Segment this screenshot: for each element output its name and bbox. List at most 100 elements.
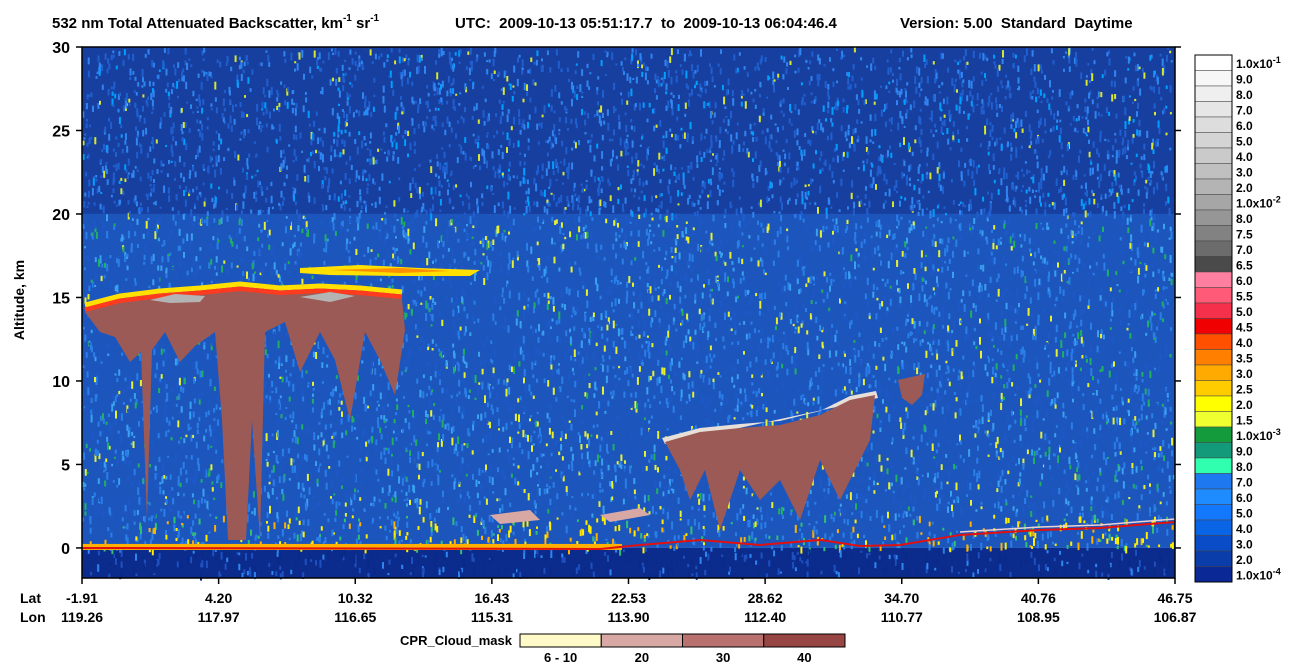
- backscatter-pixel: [765, 534, 768, 539]
- backscatter-pixel: [923, 256, 926, 264]
- backscatter-pixel: [478, 506, 481, 510]
- backscatter-pixel: [240, 60, 243, 63]
- backscatter-pixel: [338, 103, 340, 106]
- backscatter-pixel: [1074, 220, 1077, 226]
- backscatter-pixel: [398, 476, 401, 484]
- backscatter-pixel: [645, 287, 648, 290]
- backscatter-pixel: [1108, 153, 1110, 160]
- backscatter-pixel: [354, 74, 357, 81]
- backscatter-pixel: [463, 332, 466, 336]
- backscatter-pixel: [646, 282, 649, 288]
- backscatter-pixel: [96, 439, 99, 444]
- backscatter-pixel: [624, 451, 627, 454]
- backscatter-pixel: [874, 247, 877, 255]
- backscatter-pixel: [90, 414, 93, 423]
- backscatter-pixel: [1157, 365, 1160, 373]
- backscatter-pixel: [328, 351, 330, 355]
- backscatter-pixel: [637, 230, 640, 237]
- backscatter-pixel: [268, 62, 271, 67]
- backscatter-pixel: [1138, 560, 1141, 568]
- backscatter-pixel: [526, 352, 529, 357]
- backscatter-pixel: [1144, 284, 1147, 288]
- backscatter-pixel: [644, 402, 647, 410]
- backscatter-pixel: [624, 233, 627, 241]
- backscatter-pixel: [717, 281, 720, 287]
- backscatter-pixel: [467, 195, 470, 200]
- backscatter-pixel: [108, 445, 111, 450]
- backscatter-pixel: [642, 102, 645, 108]
- backscatter-pixel: [904, 88, 907, 91]
- backscatter-pixel: [434, 258, 437, 263]
- backscatter-pixel: [448, 121, 451, 128]
- backscatter-pixel: [668, 324, 670, 331]
- backscatter-pixel: [675, 213, 678, 220]
- backscatter-pixel: [127, 408, 130, 413]
- backscatter-pixel: [610, 280, 613, 283]
- backscatter-pixel: [419, 346, 422, 351]
- backscatter-pixel: [928, 541, 931, 547]
- backscatter-pixel: [715, 275, 718, 283]
- backscatter-pixel: [407, 405, 410, 408]
- backscatter-pixel: [905, 472, 908, 475]
- backscatter-pixel: [90, 279, 93, 283]
- backscatter-pixel: [380, 433, 383, 440]
- backscatter-pixel: [657, 295, 660, 301]
- backscatter-pixel: [218, 571, 221, 577]
- backscatter-pixel: [974, 433, 977, 438]
- backscatter-pixel: [818, 506, 821, 510]
- backscatter-pixel: [288, 518, 291, 524]
- backscatter-pixel: [621, 98, 624, 105]
- backscatter-pixel: [1133, 179, 1136, 183]
- backscatter-pixel: [215, 404, 218, 410]
- backscatter-pixel: [536, 241, 539, 246]
- backscatter-pixel: [633, 302, 636, 309]
- backscatter-pixel: [724, 312, 726, 321]
- backscatter-pixel: [471, 61, 474, 64]
- backscatter-pixel: [729, 566, 732, 572]
- backscatter-pixel: [958, 105, 961, 114]
- backscatter-pixel: [174, 455, 177, 462]
- backscatter-pixel: [178, 185, 181, 189]
- backscatter-pixel: [370, 502, 373, 506]
- backscatter-pixel: [927, 364, 930, 367]
- backscatter-pixel: [502, 131, 505, 135]
- backscatter-pixel: [709, 146, 712, 154]
- backscatter-pixel: [832, 218, 835, 222]
- backscatter-pixel: [618, 298, 620, 304]
- backscatter-pixel: [392, 155, 395, 161]
- backscatter-pixel: [295, 156, 298, 161]
- backscatter-pixel: [523, 310, 525, 319]
- backscatter-pixel: [391, 470, 394, 477]
- backscatter-pixel: [521, 350, 524, 354]
- backscatter-pixel: [1110, 318, 1112, 322]
- backscatter-pixel: [935, 291, 938, 297]
- backscatter-pixel: [553, 355, 556, 361]
- backscatter-pixel: [944, 223, 947, 227]
- backscatter-pixel: [203, 342, 206, 350]
- backscatter-pixel: [669, 365, 672, 372]
- backscatter-pixel: [819, 157, 822, 161]
- backscatter-pixel: [87, 387, 90, 396]
- backscatter-pixel: [559, 161, 562, 164]
- backscatter-pixel: [181, 523, 184, 528]
- backscatter-pixel: [591, 513, 594, 518]
- backscatter-pixel: [664, 216, 667, 221]
- backscatter-pixel: [200, 479, 203, 483]
- backscatter-pixel: [549, 403, 552, 411]
- backscatter-pixel: [653, 395, 656, 399]
- backscatter-pixel: [725, 399, 728, 405]
- backscatter-pixel: [94, 137, 97, 145]
- backscatter-pixel: [846, 486, 849, 492]
- backscatter-pixel: [799, 528, 801, 532]
- backscatter-pixel: [270, 271, 273, 276]
- backscatter-pixel: [987, 454, 990, 457]
- backscatter-pixel: [503, 70, 506, 78]
- backscatter-pixel: [959, 92, 962, 96]
- backscatter-pixel: [648, 375, 651, 382]
- backscatter-pixel: [306, 158, 309, 162]
- backscatter-pixel: [199, 282, 202, 287]
- backscatter-pixel: [556, 336, 559, 343]
- backscatter-pixel: [395, 437, 398, 441]
- backscatter-pixel: [627, 380, 630, 387]
- backscatter-pixel: [1144, 186, 1147, 189]
